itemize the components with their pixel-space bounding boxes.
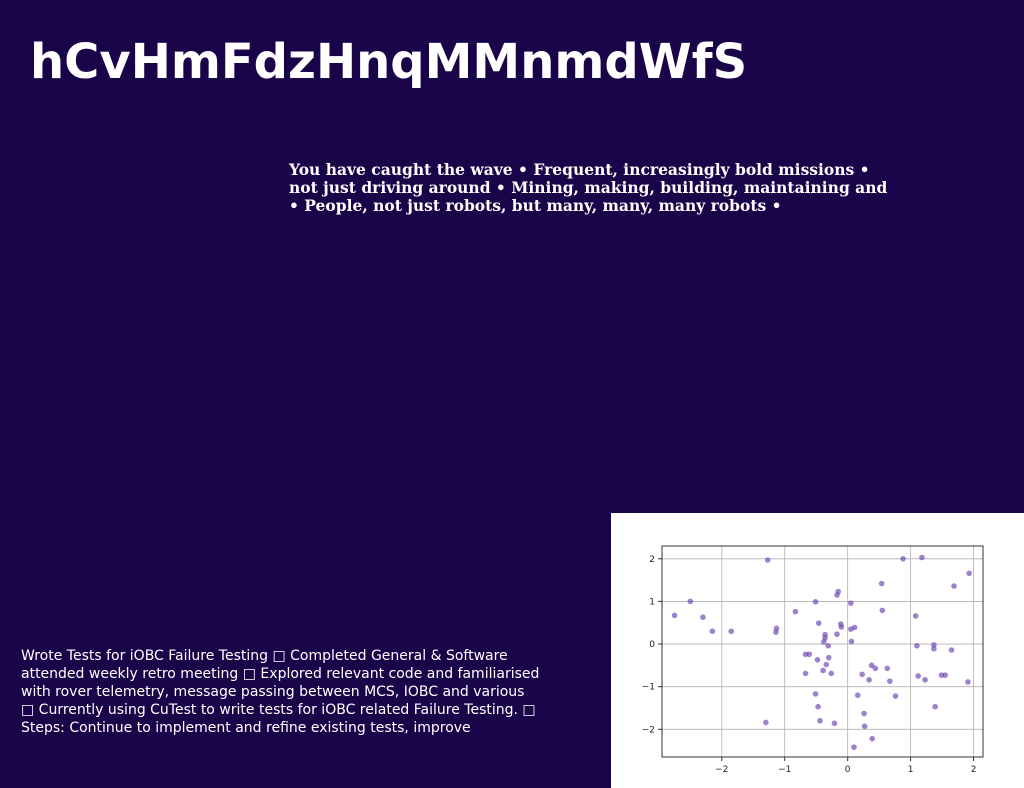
- data-point: [848, 638, 855, 645]
- data-point: [848, 626, 854, 632]
- y-tick-label: 1: [649, 597, 655, 607]
- data-point: [848, 600, 854, 606]
- data-point: [861, 723, 868, 730]
- notes-line: attended weekly retro meeting □ Explored…: [21, 666, 540, 682]
- data-point: [820, 667, 826, 674]
- data-point: [792, 608, 799, 615]
- data-point: [866, 677, 872, 683]
- data-point: [851, 744, 857, 750]
- data-point: [966, 570, 972, 577]
- data-point: [868, 662, 875, 669]
- y-tick-label: 2: [649, 555, 655, 565]
- data-point: [859, 671, 865, 678]
- data-point: [879, 607, 886, 614]
- notes-line: □ Currently using CuTest to write tests …: [21, 702, 536, 718]
- x-tick-label: 0: [845, 765, 851, 775]
- data-point: [815, 703, 821, 710]
- data-point: [948, 647, 955, 653]
- summary-line: You have caught the wave • Frequent, inc…: [289, 160, 870, 179]
- data-point: [951, 583, 957, 589]
- y-tick-label: 0: [649, 640, 655, 650]
- data-point: [834, 631, 840, 638]
- y-tick-label: −2: [642, 725, 655, 735]
- data-point: [814, 657, 821, 663]
- data-point: [834, 592, 840, 598]
- data-point: [823, 661, 830, 668]
- data-point: [825, 654, 832, 661]
- data-point: [838, 624, 845, 630]
- data-point: [815, 620, 822, 626]
- data-point: [854, 692, 861, 698]
- data-point: [773, 629, 779, 635]
- data-point: [728, 628, 735, 635]
- summary-line: not just driving around • Mining, making…: [289, 178, 888, 197]
- data-point: [831, 720, 838, 727]
- x-tick-label: −2: [715, 765, 728, 775]
- data-point: [828, 670, 835, 677]
- data-point: [825, 642, 831, 649]
- data-point: [872, 665, 879, 672]
- slide-title: hCvHmFdzHnqMMnmdWfS: [30, 34, 748, 90]
- notes-line: Steps: Continue to implement and refine …: [21, 720, 471, 736]
- data-point: [914, 642, 920, 649]
- summary-text: You have caught the wave • Frequent, inc…: [289, 161, 909, 215]
- data-point: [764, 557, 771, 563]
- data-point: [806, 651, 813, 658]
- plot-frame: [661, 545, 984, 758]
- data-point: [922, 677, 928, 683]
- data-point: [671, 612, 678, 619]
- data-point: [900, 555, 906, 562]
- data-point: [912, 613, 919, 619]
- summary-line: • People, not just robots, but many, man…: [289, 196, 782, 215]
- data-point: [861, 710, 867, 717]
- notes-line: with rover telemetry, message passing be…: [21, 684, 525, 700]
- data-point: [709, 628, 716, 635]
- data-point: [965, 679, 971, 685]
- data-point: [812, 691, 819, 697]
- data-point: [884, 665, 891, 672]
- data-point: [887, 678, 893, 684]
- data-point: [687, 598, 694, 605]
- scatter-plot: −2 −1 0 1 2 −2 −1 0 1 2: [642, 545, 984, 775]
- y-tick-label: −1: [642, 683, 655, 693]
- data-point: [942, 672, 949, 678]
- x-tick-label: 2: [971, 765, 977, 775]
- x-tick-label: 1: [908, 765, 914, 775]
- data-point: [802, 670, 809, 677]
- data-point: [931, 642, 937, 648]
- data-point: [892, 693, 899, 699]
- data-point: [812, 599, 819, 605]
- data-point: [820, 639, 827, 645]
- progress-notes: Wrote Tests for iOBC Failure Testing □ C…: [21, 647, 601, 737]
- data-point: [931, 645, 937, 652]
- data-point: [700, 614, 706, 620]
- scatter-plot-panel: −2 −1 0 1 2 −2 −1 0 1 2: [611, 513, 1024, 788]
- data-point: [919, 554, 925, 561]
- x-tick-label: −1: [778, 765, 791, 775]
- data-point: [878, 580, 885, 587]
- data-point: [817, 717, 823, 724]
- data-point: [932, 703, 938, 710]
- notes-line: Wrote Tests for iOBC Failure Testing □ C…: [21, 648, 508, 664]
- data-point: [763, 719, 769, 726]
- data-point: [869, 735, 876, 742]
- data-point: [915, 673, 921, 679]
